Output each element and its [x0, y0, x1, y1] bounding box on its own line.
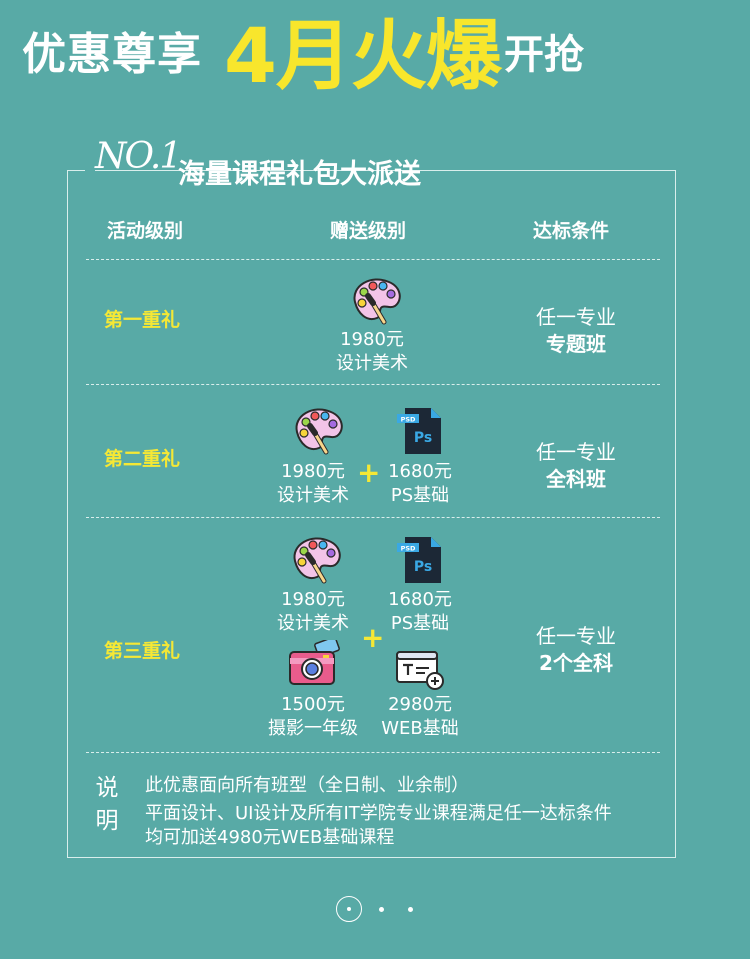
gift-name: PS基础 — [390, 485, 450, 506]
condition-line2: 专题班 — [546, 332, 606, 356]
condition-line2: 2个全科 — [539, 651, 613, 675]
gift-name: WEB基础 — [381, 718, 459, 739]
tier-3-gift-2: 1680元 PS基础 — [374, 588, 466, 636]
tier-1-condition: 任一专业 专题班 — [506, 304, 646, 358]
tier-2-condition: 任一专业 全科班 — [506, 439, 646, 493]
panel-title: NO.1 海量课程礼包大派送 — [85, 136, 421, 194]
page-dot-active[interactable] — [336, 896, 362, 922]
condition-line1: 任一专业 — [536, 440, 616, 464]
psd-file-icon — [397, 537, 441, 583]
gift-price: 1980元 — [281, 589, 345, 610]
gift-price: 1980元 — [340, 329, 404, 350]
gift-price: 1500元 — [281, 694, 345, 715]
gift-price: 1680元 — [388, 589, 452, 610]
notes-label-top: 说 — [95, 775, 119, 801]
divider — [86, 517, 660, 518]
tier-3-gift-1: 1980元 设计美术 — [262, 588, 364, 636]
tier-3-gift-3: 1500元 摄影一年级 — [255, 693, 371, 741]
tier-2-gift-1: 1980元 设计美术 — [262, 460, 364, 508]
note-line-1: 此优惠面向所有班型（全日制、业余制） — [145, 775, 469, 796]
gift-name: 摄影一年级 — [268, 718, 358, 739]
palette-icon — [349, 276, 405, 326]
divider — [86, 752, 660, 753]
gift-name: 设计美术 — [277, 485, 349, 506]
note-line-3: 均可加送4980元WEB基础课程 — [145, 827, 395, 848]
web-editor-icon — [395, 650, 445, 691]
condition-line1: 任一专业 — [536, 305, 616, 329]
tier-1-gift-1: 1980元 设计美术 — [322, 328, 422, 376]
plus-sign: + — [361, 621, 385, 654]
tier-2-gift-2: 1680元 PS基础 — [374, 460, 466, 508]
gift-name: 设计美术 — [336, 353, 408, 374]
psd-file-icon — [397, 408, 441, 454]
tier-1-name: 第一重礼 — [104, 309, 181, 331]
col-header-condition: 达标条件 — [533, 220, 610, 242]
camera-icon — [289, 640, 340, 685]
tier-2-name: 第二重礼 — [104, 448, 181, 470]
panel-title-text: 海量课程礼包大派送 — [178, 159, 421, 190]
note-line-2: 平面设计、UI设计及所有IT学院专业课程满足任一达标条件 — [145, 803, 612, 824]
condition-line1: 任一专业 — [536, 624, 616, 648]
notes-label-bottom: 明 — [95, 808, 119, 834]
plus-sign: + — [357, 456, 381, 489]
col-header-gift: 赠送级别 — [330, 220, 407, 242]
gift-price: 1980元 — [281, 461, 345, 482]
gift-price: 2980元 — [388, 694, 452, 715]
gift-panel — [67, 170, 676, 858]
col-header-tier: 活动级别 — [107, 220, 184, 242]
palette-icon — [291, 406, 347, 456]
condition-line2: 全科班 — [546, 467, 606, 491]
tier-3-condition: 任一专业 2个全科 — [506, 623, 646, 677]
no-label: NO.1 — [95, 136, 182, 177]
headline-part2: 4月火爆 — [224, 11, 502, 100]
gift-name: 设计美术 — [277, 613, 349, 634]
divider — [86, 384, 660, 385]
pagination — [336, 896, 436, 926]
tier-3-gift-4: 2980元 WEB基础 — [372, 693, 468, 741]
page-dot[interactable] — [408, 907, 413, 912]
headline-part3: 开抢 — [504, 32, 584, 78]
tier-3-name: 第三重礼 — [104, 640, 181, 662]
headline-part1: 优惠尊享 — [22, 29, 202, 80]
gift-price: 1680元 — [388, 461, 452, 482]
gift-name: PS基础 — [390, 613, 450, 634]
notes-label: 说 明 — [92, 772, 122, 838]
page-dot[interactable] — [379, 907, 384, 912]
divider — [86, 259, 660, 260]
palette-icon — [289, 535, 345, 585]
